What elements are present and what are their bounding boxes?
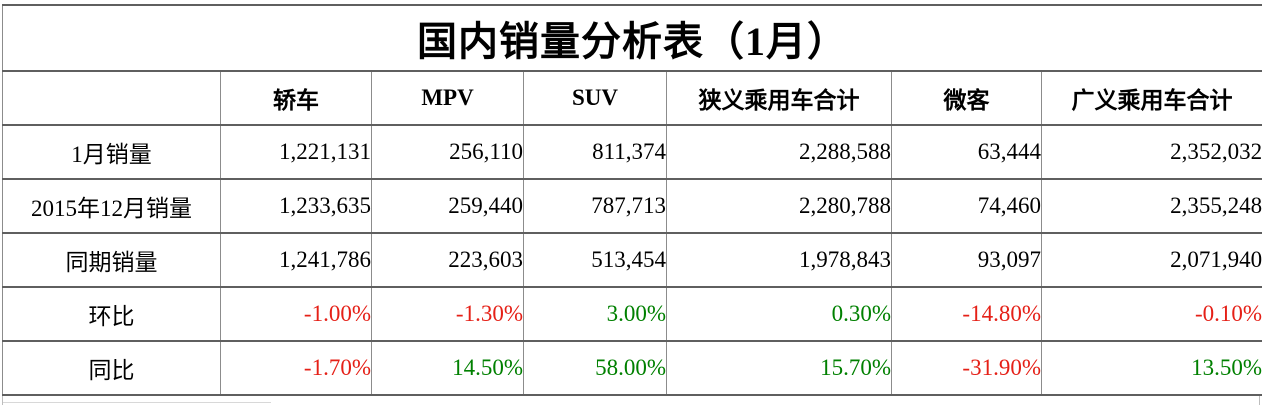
- table-title: 国内销量分析表（1月）: [1, 4, 1262, 72]
- percent-cell: -1.70%: [220, 340, 372, 396]
- value-cell: 2,288,588: [666, 124, 892, 180]
- sales-analysis-table: 国内销量分析表（1月） 轿车 MPV SUV 狭义乘用车合计 微客 广义乘用车合计 1月销…: [1, 4, 1262, 396]
- percent-cell: 0.30%: [666, 286, 892, 342]
- value-cell: 1,241,786: [220, 232, 372, 288]
- value-cell: 2,352,032: [1040, 124, 1262, 180]
- percent-cell: 3.00%: [523, 286, 667, 342]
- column-header: 轿车: [220, 70, 372, 126]
- column-header: 微客: [891, 70, 1042, 126]
- percent-cell: -1.30%: [371, 286, 524, 342]
- row-label: 2015年12月销量: [2, 178, 221, 234]
- value-cell: 1,221,131: [220, 124, 372, 180]
- value-cell: 2,355,248: [1040, 178, 1262, 234]
- header-row: 轿车 MPV SUV 狭义乘用车合计 微客 广义乘用车合计: [2, 70, 1262, 126]
- corner-cell: [2, 70, 221, 126]
- percent-cell: -31.90%: [891, 340, 1042, 396]
- value-cell: 259,440: [371, 178, 524, 234]
- table-row: 同期销量 1,241,786 223,603 513,454 1,978,843 93,0…: [2, 232, 1262, 288]
- value-cell: 2,071,940: [1040, 232, 1262, 288]
- row-label: 1月销量: [2, 124, 221, 180]
- percent-cell: 15.70%: [666, 340, 892, 396]
- value-cell: 513,454: [523, 232, 667, 288]
- cutoff-next-row: [2, 396, 1260, 405]
- row-label: 同比: [2, 340, 221, 396]
- percent-cell: 13.50%: [1040, 340, 1262, 396]
- value-cell: 2,280,788: [666, 178, 892, 234]
- value-cell: 93,097: [891, 232, 1042, 288]
- column-header: 广义乘用车合计: [1040, 70, 1262, 126]
- percent-cell: -0.10%: [1040, 286, 1262, 342]
- value-cell: 811,374: [523, 124, 667, 180]
- value-cell: 74,460: [891, 178, 1042, 234]
- column-header: 狭义乘用车合计: [666, 70, 892, 126]
- value-cell: 256,110: [371, 124, 524, 180]
- value-cell: 787,713: [523, 178, 667, 234]
- cutoff-cell-edge: [3, 399, 271, 403]
- percent-cell: -1.00%: [220, 286, 372, 342]
- title-row: 国内销量分析表（1月）: [1, 4, 1262, 72]
- value-cell: 63,444: [891, 124, 1042, 180]
- table-row: 1月销量 1,221,131 256,110 811,374 2,288,588 63,4…: [2, 124, 1262, 180]
- column-header: SUV: [523, 70, 667, 126]
- column-header: MPV: [371, 70, 524, 126]
- value-cell: 1,233,635: [220, 178, 372, 234]
- percent-cell: -14.80%: [891, 286, 1042, 342]
- value-cell: 1,978,843: [666, 232, 892, 288]
- percent-cell: 14.50%: [371, 340, 524, 396]
- row-label: 环比: [2, 286, 221, 342]
- sales-sheet: 国内销量分析表（1月） 轿车 MPV SUV 狭义乘用车合计 微客 广义乘用车合计 1月销…: [0, 4, 1262, 405]
- table-row: 环比 -1.00% -1.30% 3.00% 0.30% -14.80% -0.10%: [2, 286, 1262, 342]
- table-row: 同比 -1.70% 14.50% 58.00% 15.70% -31.90% 13.50%: [2, 340, 1262, 396]
- value-cell: 223,603: [371, 232, 524, 288]
- percent-cell: 58.00%: [523, 340, 667, 396]
- table-row: 2015年12月销量 1,233,635 259,440 787,713 2,280,7…: [2, 178, 1262, 234]
- row-label: 同期销量: [2, 232, 221, 288]
